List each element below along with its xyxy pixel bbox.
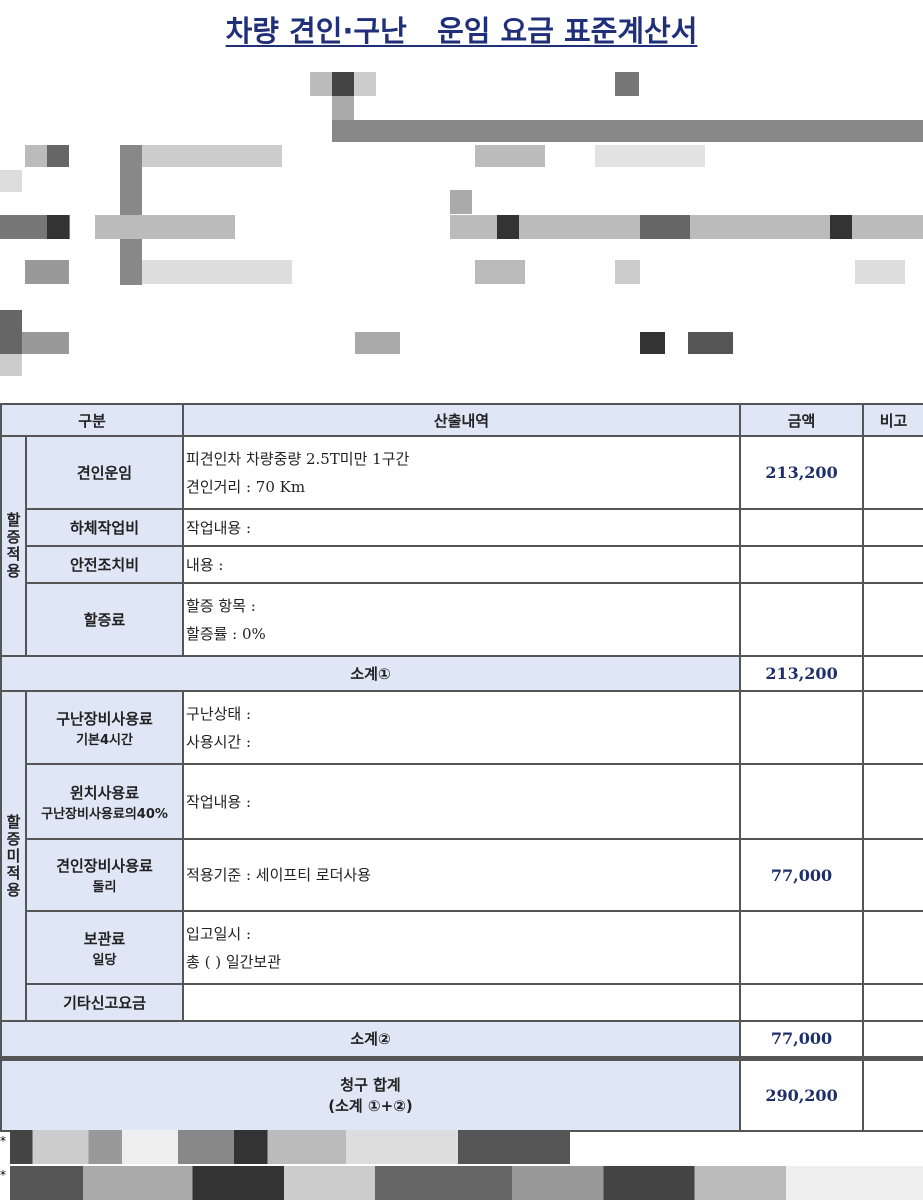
item-amount	[739, 983, 865, 1022]
header-remarks: 비고	[862, 403, 923, 437]
total-sublabel: (소계 ①+②)	[328, 1097, 413, 1116]
remark-cell	[862, 838, 923, 912]
detail-line: 사용시간 :	[186, 732, 252, 751]
fee-table: 구분 산출내역 금액 비고 할증적용 견인운임 피견인차 차량중량 2.5T미만 1…	[0, 403, 923, 1132]
item-amount	[739, 582, 865, 657]
total-label: 청구 합계	[340, 1076, 401, 1095]
detail-line: 작업내용 :	[186, 518, 252, 537]
table-row: 할증료 할증 항목 : 할증률 : 0%	[1, 582, 923, 657]
remark-cell	[862, 910, 923, 985]
item-details: 적용기준 : 세이프티 로더사용	[182, 838, 742, 912]
subtotal-2-amount: 77,000	[739, 1020, 865, 1059]
detail-line: 구난상태 :	[186, 704, 252, 723]
item-sublabel: 일당	[92, 952, 117, 968]
item-label: 윈치사용료	[70, 783, 140, 802]
remark-cell	[862, 690, 923, 765]
item-amount	[739, 545, 865, 584]
remark-cell	[862, 545, 923, 584]
item-label-cell: 견인운임	[24, 435, 185, 510]
item-label-cell: 기타신고요금	[24, 983, 185, 1022]
subtotal-2-label: 소계②	[0, 1020, 742, 1059]
header-details: 산출내역	[182, 403, 742, 437]
detail-line: 피견인차 차량중량 2.5T미만 1구간	[186, 449, 410, 468]
table-header: 구분 산출내역 금액 비고	[0, 403, 923, 437]
subtotal-1-amount: 213,200	[739, 655, 865, 692]
item-label: 보관료	[83, 929, 126, 948]
item-details: 할증 항목 : 할증률 : 0%	[182, 582, 742, 657]
table-row: 보관료 일당 입고일시 :총 ( ) 일간보관	[1, 910, 923, 985]
detail-line: 할증 항목 :	[186, 596, 256, 615]
item-details: 작업내용 :	[182, 763, 742, 840]
footnote-mark: *	[0, 1168, 6, 1182]
item-label: 구난장비사용료	[56, 709, 153, 728]
header-category: 구분	[0, 403, 185, 437]
item-sublabel: 기본4시간	[76, 732, 133, 748]
table-row: 할증미적용 구난장비사용료 기본4시간 구난상태 : 사용시간 :	[0, 690, 923, 1022]
remark-cell	[862, 1055, 923, 1132]
table-row: 견인장비사용료 돌리 적용기준 : 세이프티 로더사용 77,000	[1, 838, 923, 912]
document-title: 차량 견인·구난 운임 요금 표준계산서	[225, 14, 698, 48]
subtotal-2-row: 소계② 77,000	[0, 1020, 923, 1059]
item-label-cell: 할증료	[24, 582, 185, 657]
detail-line: 총 ( ) 일간보관	[186, 952, 282, 971]
detail-line: 할증률 : 0%	[186, 624, 266, 643]
item-amount: 213,200	[739, 435, 865, 510]
item-amount	[739, 690, 865, 765]
item-label: 안전조치비	[70, 556, 140, 574]
footnote-mark: *	[0, 1134, 6, 1148]
item-amount	[739, 910, 865, 985]
item-label: 기타신고요금	[63, 994, 146, 1012]
item-details: 구난상태 : 사용시간 :	[182, 690, 742, 765]
item-amount	[739, 763, 865, 840]
remark-cell	[862, 1020, 923, 1059]
remark-cell	[862, 983, 923, 1022]
remark-cell	[862, 508, 923, 547]
item-details: 내용 :	[182, 545, 742, 584]
item-amount	[739, 508, 865, 547]
detail-line: 작업내용 :	[186, 792, 252, 811]
subtotal-1-row: 소계① 213,200	[0, 655, 923, 692]
item-details: 작업내용 :	[182, 508, 742, 547]
item-label-cell: 하체작업비	[24, 508, 185, 547]
item-label: 할증료	[83, 611, 126, 629]
remark-cell	[862, 763, 923, 840]
group-surcharge-applied: 할증적용	[0, 435, 27, 657]
remark-cell	[862, 435, 923, 510]
table-row: 하체작업비 작업내용 :	[1, 508, 923, 547]
item-label: 견인운임	[76, 464, 133, 482]
header-amount: 금액	[739, 403, 865, 437]
remark-cell	[862, 655, 923, 692]
detail-line: 입고일시 :	[186, 924, 252, 943]
item-details	[182, 983, 742, 1022]
total-row: 청구 합계 (소계 ①+②) 290,200	[0, 1055, 923, 1132]
table-row: 기타신고요금	[1, 983, 923, 1022]
total-amount: 290,200	[739, 1055, 865, 1132]
table-row: 윈치사용료 구난장비사용료의40% 작업내용 :	[1, 763, 923, 840]
item-label-cell: 안전조치비	[24, 545, 185, 584]
detail-line: 적용기준 : 세이프티 로더사용	[186, 866, 371, 884]
detail-line: 견인거리 : 70 Km	[186, 477, 306, 496]
group-label: 할증미적용	[6, 812, 21, 899]
item-details: 입고일시 : 총 ( ) 일간보관	[182, 910, 742, 985]
redacted-footer: * *	[0, 1130, 923, 1200]
item-label: 하체작업비	[70, 519, 140, 537]
item-label: 견인장비사용료	[56, 857, 153, 875]
group-surcharge-not-applied: 할증미적용	[0, 690, 27, 1022]
remark-cell	[862, 582, 923, 657]
item-sublabel: 구난장비사용료의40%	[41, 806, 168, 822]
redacted-info-block	[0, 60, 923, 390]
group-label: 할증적용	[6, 511, 21, 580]
table-row: 안전조치비 내용 :	[1, 545, 923, 584]
item-sublabel: 돌리	[92, 880, 117, 895]
subtotal-1-label: 소계①	[0, 655, 742, 692]
detail-line: 내용 :	[186, 555, 224, 574]
total-label-cell: 청구 합계 (소계 ①+②)	[0, 1055, 742, 1132]
item-amount: 77,000	[739, 838, 865, 912]
